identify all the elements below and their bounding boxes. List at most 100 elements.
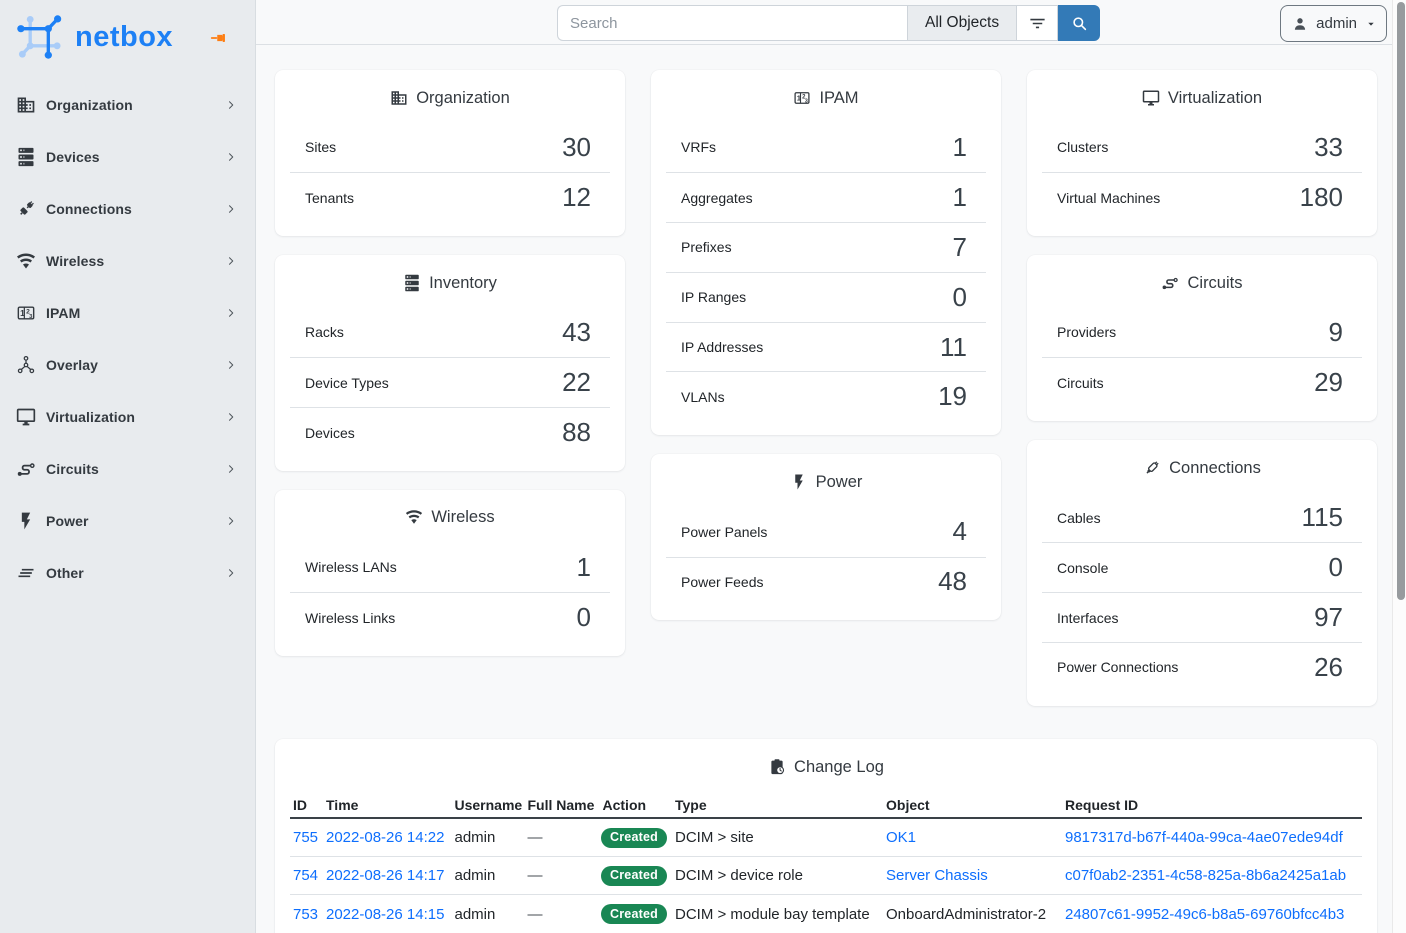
plug-icon (16, 199, 36, 219)
stat-value: 7 (952, 231, 967, 262)
sidebar-item-power[interactable]: Power (0, 500, 255, 542)
sidebar-item-label: Devices (46, 149, 100, 165)
stat-label[interactable]: VRFs (681, 139, 716, 156)
stat-label[interactable]: Aggregates (681, 189, 753, 206)
server-icon (403, 274, 421, 292)
sidebar-item-other[interactable]: Other (0, 552, 255, 594)
changelog-object-link[interactable]: Server Chassis (886, 867, 988, 885)
stat-label[interactable]: Racks (305, 324, 344, 341)
cell-type: DCIM > site (672, 819, 883, 856)
stat-label[interactable]: Cables (1057, 509, 1101, 526)
stat-label[interactable]: IP Ranges (681, 289, 747, 306)
counter-icon (793, 89, 811, 107)
search-icon (1070, 14, 1089, 33)
sidebar-item-ipam[interactable]: IPAM (0, 292, 255, 334)
changelog-card: Change Log ID Time Username Full Name Action… (275, 738, 1377, 933)
stat-label[interactable]: IP Addresses (681, 339, 764, 356)
card-title-text: Wireless (431, 508, 495, 527)
card-title: Organization (290, 87, 610, 109)
stat-value: 97 (1314, 602, 1343, 633)
stat-label[interactable]: Sites (305, 139, 337, 156)
cell-request-id: 24807c61-9952-49c6-b8a5-69760bfcc4b3 (1062, 895, 1362, 932)
scrollbar-track[interactable] (1392, 0, 1406, 933)
scrollbar-thumb[interactable] (1396, 2, 1405, 600)
stat-value: 12 (562, 182, 591, 213)
card-organization: Organization Sites 30 Tenants 12 (275, 70, 625, 237)
netbox-logo[interactable]: netbox (16, 14, 173, 61)
search-scope-select[interactable]: All Objects (907, 5, 1018, 41)
stat-label[interactable]: Power Connections (1057, 659, 1179, 676)
stat-row: Prefixes 7 (666, 222, 986, 272)
sidebar-item-wireless[interactable]: Wireless (0, 240, 255, 282)
monitor-icon (1142, 89, 1160, 107)
stat-value: 1 (576, 551, 591, 582)
column-header-object: Object (886, 796, 930, 813)
cell-full-name: — (525, 857, 600, 894)
stat-label[interactable]: Tenants (305, 189, 355, 206)
changelog-id-link[interactable]: 754 (293, 867, 319, 885)
stat-label[interactable]: Prefixes (681, 239, 732, 256)
changelog-request-id-link[interactable]: 24807c61-9952-49c6-b8a5-69760bfcc4b3 (1065, 905, 1345, 923)
stat-label[interactable]: Providers (1057, 324, 1117, 341)
sidebar-item-circuits[interactable]: Circuits (0, 448, 255, 490)
changelog-type: DCIM > site (675, 829, 754, 847)
changelog-request-id-link[interactable]: c07f0ab2-2351-4c58-825a-8b6a2425a1ab (1065, 867, 1347, 885)
sidebar-pin-icon[interactable] (209, 27, 231, 49)
changelog-time-link[interactable]: 2022-08-26 14:17 (326, 867, 445, 885)
wifi-icon (16, 251, 36, 271)
sidebar-item-overlay[interactable]: Overlay (0, 344, 255, 386)
stat-value: 0 (952, 281, 967, 312)
changelog-title-text: Change Log (794, 757, 884, 776)
stat-row: Devices 88 (290, 407, 610, 457)
chevron-right-icon (225, 307, 237, 319)
changelog-full-name: — (527, 867, 543, 885)
stat-label[interactable]: Circuits (1057, 374, 1104, 391)
stat-label[interactable]: Clusters (1057, 139, 1109, 156)
sidebar-item-devices[interactable]: Devices (0, 136, 255, 178)
card-title: Connections (1042, 457, 1362, 479)
changelog-time-link[interactable]: 2022-08-26 14:15 (326, 905, 445, 923)
stat-label[interactable]: Power Feeds (681, 573, 764, 590)
changelog-object-link[interactable]: OK1 (886, 829, 917, 847)
column-header-id: ID (293, 796, 307, 813)
changelog-full-name: — (527, 829, 543, 847)
search-input[interactable] (557, 5, 907, 41)
user-menu-button[interactable]: admin (1280, 5, 1387, 42)
search-button[interactable] (1058, 5, 1101, 41)
stat-label[interactable]: Devices (305, 424, 355, 441)
stat-label[interactable]: Wireless Links (305, 609, 396, 626)
filter-button[interactable] (1017, 5, 1059, 41)
stat-row: Tenants 12 (290, 172, 610, 222)
stat-value: 48 (938, 566, 967, 597)
changelog-request-id-link[interactable]: 9817317d-b67f-440a-99ca-4ae07ede94df (1065, 829, 1343, 847)
stat-label[interactable]: Power Panels (681, 523, 768, 540)
changelog-id-link[interactable]: 753 (293, 905, 319, 923)
stat-label[interactable]: Console (1057, 559, 1109, 576)
sidebar-item-connections[interactable]: Connections (0, 188, 255, 230)
stat-label[interactable]: Wireless LANs (305, 559, 397, 576)
changelog-id-link[interactable]: 755 (293, 829, 319, 847)
stat-label[interactable]: Interfaces (1057, 609, 1119, 626)
column-1: Organization Sites 30 Tenants 12 Inventory Rac… (275, 70, 625, 657)
card-title: Wireless (290, 506, 610, 528)
stat-label[interactable]: VLANs (681, 388, 725, 405)
card-title-text: Organization (416, 88, 510, 107)
column-header-username: Username (454, 796, 523, 813)
sidebar-item-virtualization[interactable]: Virtualization (0, 396, 255, 438)
changelog-time-link[interactable]: 2022-08-26 14:22 (326, 829, 445, 847)
monitor-icon (16, 407, 36, 427)
filter-icon (1028, 14, 1047, 33)
stat-row: Sites 30 (290, 123, 610, 173)
stat-row: Power Feeds 48 (666, 556, 986, 607)
action-badge: Created (600, 904, 668, 925)
card-power: Power Power Panels 4 Power Feeds 48 (651, 454, 1001, 621)
chevron-right-icon (225, 411, 237, 423)
stat-value: 1 (952, 131, 967, 162)
stat-label[interactable]: Virtual Machines (1057, 189, 1161, 206)
netbox-logo-icon (16, 14, 63, 61)
column-header-time: Time (326, 796, 359, 813)
sidebar-item-organization[interactable]: Organization (0, 84, 255, 126)
action-badge: Created (600, 827, 668, 848)
stat-label[interactable]: Device Types (305, 374, 389, 391)
transit-icon (1161, 274, 1179, 292)
